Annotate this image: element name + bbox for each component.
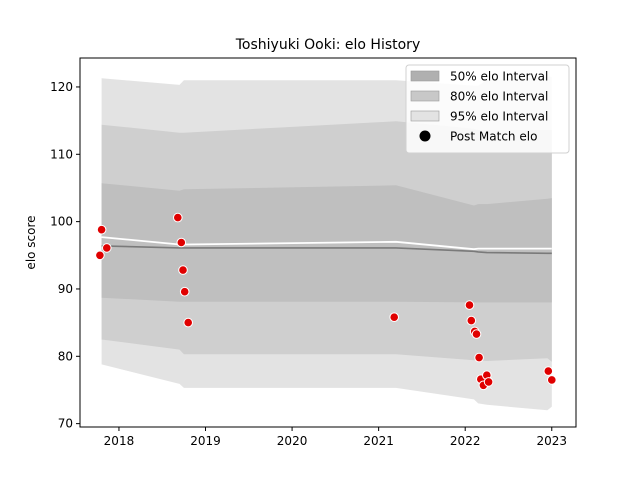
data-point	[466, 315, 477, 326]
legend-swatch	[410, 90, 440, 102]
legend-label: 80% elo Interval	[450, 90, 548, 104]
x-tick-label: 2021	[363, 434, 394, 448]
data-point	[176, 237, 187, 248]
data-point	[178, 265, 188, 275]
legend-swatch	[410, 70, 440, 82]
y-tick-label: 100	[50, 215, 73, 229]
legend-swatch	[410, 110, 440, 122]
x-axis: 2018 2019 2020 2021 2022 2023	[104, 427, 567, 448]
data-point	[547, 375, 557, 385]
y-tick-label: 110	[50, 147, 73, 161]
legend: 50% elo Interval 80% elo Interval 95% elo …	[405, 64, 570, 154]
y-tick-label: 80	[58, 349, 73, 363]
data-point	[102, 243, 112, 253]
legend-label: Post Match elo	[450, 130, 537, 144]
legend-marker	[419, 130, 431, 142]
legend-label: 95% elo Interval	[450, 110, 548, 124]
x-tick-label: 2020	[277, 434, 308, 448]
data-point	[173, 212, 183, 223]
legend-label: 50% elo Interval	[450, 70, 548, 84]
post-match-points	[95, 212, 557, 391]
x-tick-label: 2022	[450, 434, 481, 448]
plot-frame	[79, 57, 577, 428]
data-point	[483, 377, 494, 387]
line-median	[101, 245, 552, 255]
data-point	[96, 224, 107, 235]
y-tick-label: 90	[58, 282, 73, 296]
y-axis: 70 80 90 100 110 120	[50, 80, 80, 431]
x-tick-label: 2018	[104, 434, 135, 448]
data-point	[464, 300, 475, 310]
chart-title: Toshiyuki Ooki: elo History	[235, 37, 420, 53]
data-point	[471, 329, 482, 339]
x-tick-label: 2019	[190, 434, 221, 448]
y-tick-label: 70	[58, 417, 73, 431]
data-point	[543, 366, 554, 376]
y-axis-label: elo score	[24, 215, 38, 269]
x-tick-label: 2023	[536, 434, 567, 448]
legend-box	[405, 64, 570, 154]
data-point	[389, 312, 400, 323]
y-tick-label: 120	[50, 80, 73, 94]
data-point	[183, 317, 193, 328]
data-point	[474, 352, 484, 363]
data-point	[95, 250, 105, 261]
data-point	[179, 286, 190, 297]
